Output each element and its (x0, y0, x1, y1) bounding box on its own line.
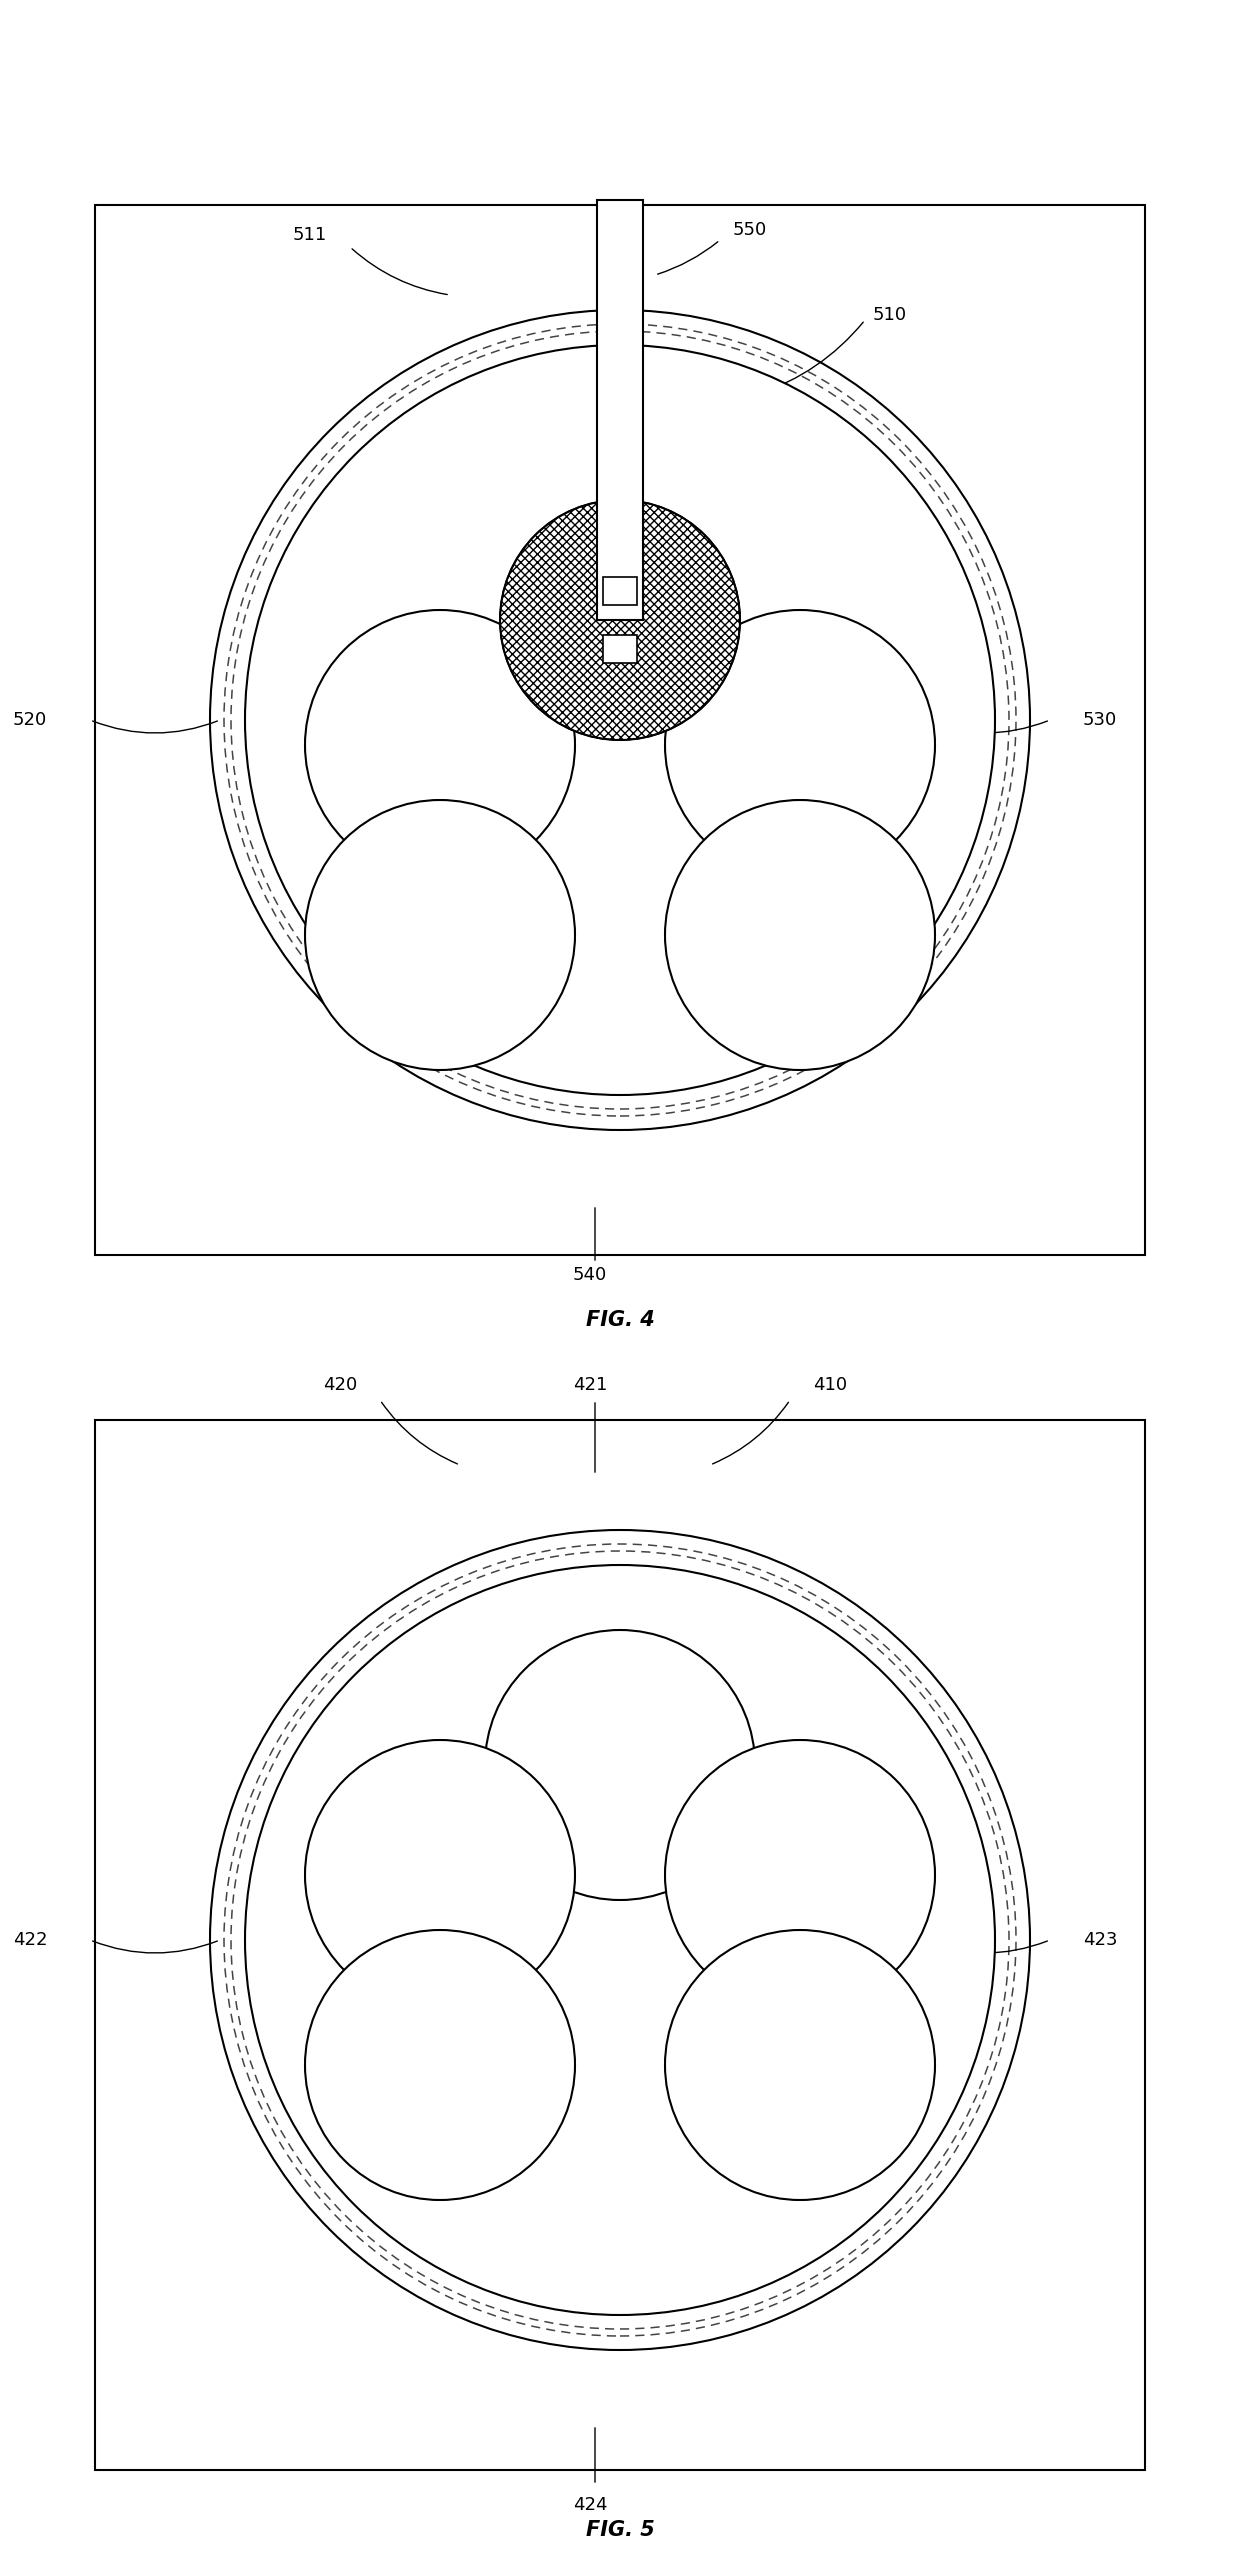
Circle shape (665, 801, 935, 1071)
Text: FIG. 4: FIG. 4 (585, 1311, 655, 1331)
Circle shape (485, 1630, 755, 1900)
Text: FIG. 5: FIG. 5 (585, 2521, 655, 2539)
Text: 423: 423 (1083, 1931, 1117, 1949)
Circle shape (500, 500, 740, 739)
Circle shape (246, 1566, 994, 2315)
Circle shape (305, 1741, 575, 2011)
Text: 410: 410 (813, 1375, 847, 1393)
Text: 530: 530 (1083, 711, 1117, 729)
Bar (603, 577, 637, 605)
Bar (596, 201, 644, 621)
Circle shape (246, 345, 994, 1094)
Circle shape (210, 309, 1030, 1130)
Text: 422: 422 (12, 1931, 47, 1949)
Text: 540: 540 (573, 1267, 608, 1285)
Text: 424: 424 (573, 2495, 608, 2513)
Bar (95, 1419, 1145, 2469)
Text: 511: 511 (293, 227, 327, 245)
Text: 520: 520 (12, 711, 47, 729)
Bar (603, 636, 637, 662)
Circle shape (305, 610, 575, 881)
Text: 510: 510 (873, 306, 908, 324)
Circle shape (665, 1931, 935, 2199)
Circle shape (665, 610, 935, 881)
Text: 420: 420 (322, 1375, 357, 1393)
Circle shape (210, 1530, 1030, 2351)
Bar (95, 206, 1145, 1254)
Text: 550: 550 (733, 221, 768, 239)
Text: 421: 421 (573, 1375, 608, 1393)
Circle shape (305, 1931, 575, 2199)
Circle shape (305, 801, 575, 1071)
Circle shape (665, 1741, 935, 2011)
